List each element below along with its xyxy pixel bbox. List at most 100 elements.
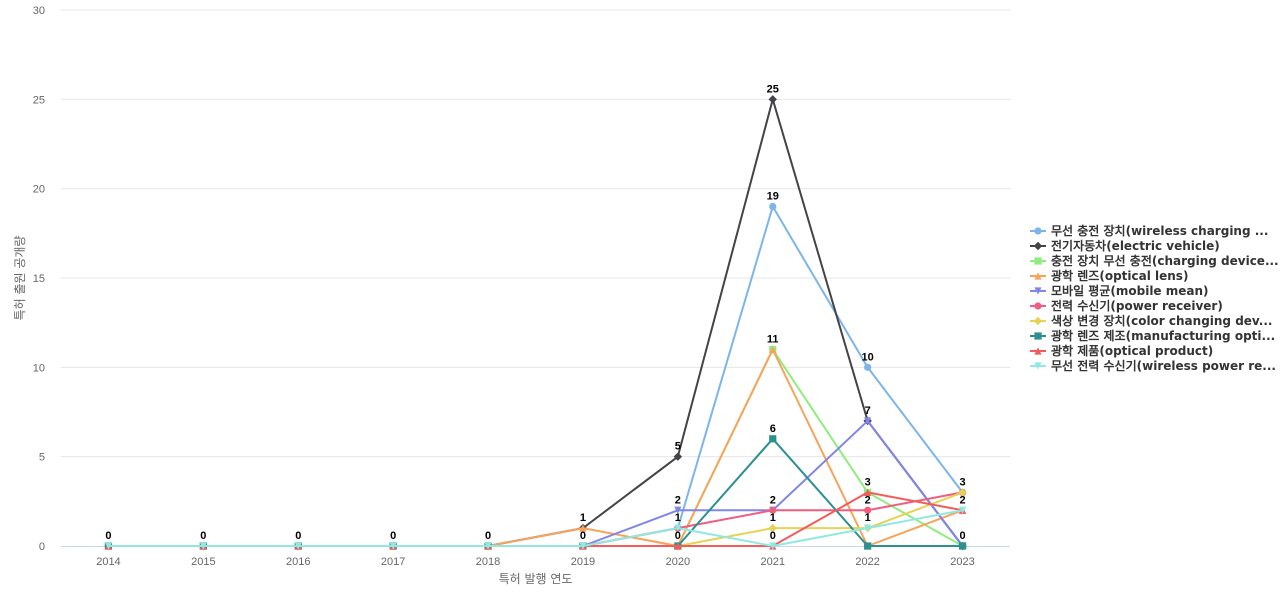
legend-label: 무선 전력 수신기(wireless power re...	[1051, 358, 1276, 373]
legend-symbol	[1033, 316, 1043, 326]
x-tick-label: 2014	[96, 556, 120, 568]
data-label: 1	[865, 512, 871, 524]
data-point	[864, 363, 872, 371]
data-label: 5	[675, 441, 681, 453]
series-line	[108, 509, 963, 547]
series-line	[108, 348, 963, 547]
legend-symbol	[1034, 347, 1042, 355]
data-point	[673, 452, 683, 461]
legend-item[interactable]: 무선 전력 수신기(wireless power re...	[1030, 358, 1276, 373]
series-10	[104, 506, 967, 550]
y-tick-label: 30	[33, 5, 45, 17]
data-point	[769, 345, 777, 354]
legend-item[interactable]: 광학 렌즈 제조(manufacturing opti...	[1030, 328, 1275, 343]
legend-symbol	[1034, 287, 1042, 295]
legend-item[interactable]: 충전 장치 무선 충전(charging device...	[1030, 253, 1279, 268]
data-point	[958, 506, 967, 514]
x-tick-label: 2018	[476, 556, 500, 568]
legend-label: 광학 제품(optical product)	[1051, 343, 1213, 358]
data-point	[958, 542, 967, 550]
y-tick-label: 20	[33, 184, 45, 196]
data-label: 2	[675, 494, 681, 506]
y-tick-label: 25	[33, 94, 45, 106]
x-tick-label: 2016	[286, 556, 310, 568]
x-tick-label: 2022	[855, 556, 879, 568]
data-point	[864, 542, 872, 550]
data-label: 3	[959, 476, 965, 488]
y-tick-label: 10	[33, 362, 45, 374]
x-tick-label: 2023	[950, 556, 974, 568]
data-label: 2	[770, 494, 776, 506]
series-lines	[104, 95, 967, 551]
legend-item[interactable]: 전기자동차(electric vehicle)	[1030, 238, 1220, 253]
data-label: 1	[770, 512, 776, 524]
data-label: 10	[862, 351, 874, 363]
legend-label: 전력 수신기(power receiver)	[1051, 298, 1223, 313]
series-9	[104, 488, 967, 550]
legend-symbol	[1034, 257, 1042, 265]
data-label: 0	[105, 530, 111, 542]
legend-label: 무선 충전 장치(wireless charging ...	[1051, 223, 1268, 238]
series-8	[104, 435, 967, 550]
series-line	[108, 348, 964, 547]
legend-item[interactable]: 모바일 평균(mobile mean)	[1030, 283, 1209, 298]
data-label: 0	[200, 530, 206, 542]
legend-symbol	[1034, 272, 1042, 280]
series-line	[108, 205, 964, 547]
x-tick-label: 2021	[761, 556, 785, 568]
legend-symbol	[1034, 227, 1042, 235]
data-label: 0	[580, 530, 586, 542]
legend-label: 색상 변경 장치(color changing dev...	[1051, 313, 1272, 328]
legend-label: 전기자동차(electric vehicle)	[1051, 238, 1220, 253]
legend-item[interactable]: 색상 변경 장치(color changing dev...	[1030, 313, 1272, 328]
data-label: 19	[767, 191, 779, 203]
y-axis-title: 특허 출원 공개량	[13, 236, 27, 321]
data-label: 0	[770, 530, 776, 542]
data-label: 3	[865, 476, 871, 488]
data-label: 1	[580, 512, 586, 524]
data-label: 0	[959, 530, 965, 542]
data-label: 6	[770, 423, 776, 435]
data-point	[864, 417, 872, 425]
data-label: 7	[865, 405, 871, 417]
data-point	[674, 542, 682, 550]
data-point	[864, 506, 872, 514]
legend-item[interactable]: 광학 제품(optical product)	[1030, 343, 1213, 358]
y-tick-label: 5	[39, 452, 45, 464]
y-tick-label: 0	[39, 541, 45, 553]
legend-label: 모바일 평균(mobile mean)	[1051, 283, 1209, 298]
legend-symbol	[1034, 302, 1042, 310]
data-label: 0	[675, 530, 681, 542]
data-point	[768, 95, 777, 104]
series-line	[108, 437, 963, 547]
data-point	[579, 524, 587, 532]
legend-item[interactable]: 전력 수신기(power receiver)	[1030, 298, 1223, 313]
legend-symbol	[1034, 362, 1042, 370]
legend[interactable]: 무선 충전 장치(wireless charging ...전기자동차(elec…	[1030, 223, 1279, 373]
legend-item[interactable]: 광학 렌즈(optical lens)	[1030, 268, 1188, 283]
data-point	[484, 542, 492, 550]
legend-label: 광학 렌즈(optical lens)	[1051, 268, 1188, 283]
data-label: 1	[675, 512, 681, 524]
data-label: 11	[767, 333, 779, 345]
data-label: 0	[485, 530, 491, 542]
series-3	[104, 345, 967, 550]
data-point	[864, 524, 872, 532]
legend-item[interactable]: 무선 충전 장치(wireless charging ...	[1030, 223, 1268, 238]
data-label: 0	[295, 530, 301, 542]
x-axis-title: 특허 발행 연도	[499, 571, 573, 586]
series-1	[104, 202, 967, 550]
x-tick-label: 2015	[191, 556, 215, 568]
data-point	[294, 542, 302, 550]
x-tick-label: 2020	[666, 556, 690, 568]
legend-label: 광학 렌즈 제조(manufacturing opti...	[1051, 328, 1275, 343]
data-point	[104, 542, 113, 550]
data-label: 2	[959, 494, 965, 506]
data-point	[769, 542, 777, 550]
data-point	[769, 202, 777, 211]
data-point	[769, 506, 777, 514]
y-axis-ticks: 0 5 10 15 20 25 30	[33, 5, 45, 553]
series-6	[104, 488, 967, 550]
